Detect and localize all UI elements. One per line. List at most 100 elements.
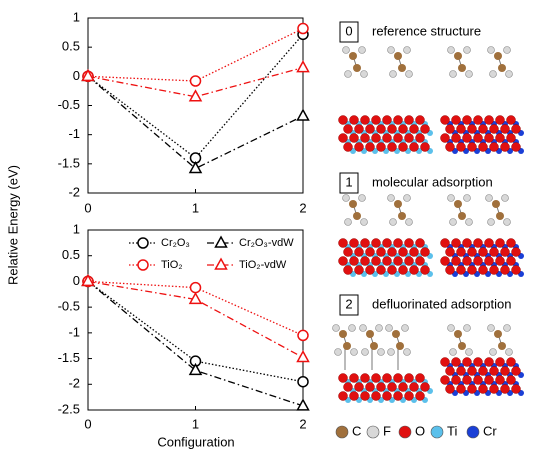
series-line — [88, 29, 303, 82]
oxygen-atom — [485, 257, 494, 266]
oxygen-atom — [479, 143, 488, 152]
oxygen-atom — [452, 239, 461, 248]
oxygen-atom — [416, 116, 425, 125]
oxygen-atom — [485, 116, 494, 125]
oxygen-atom — [468, 143, 477, 152]
carbon-atom — [494, 52, 502, 60]
oxygen-atom — [405, 239, 414, 248]
fluorine-atom — [464, 325, 471, 332]
oxygen-atom — [344, 143, 353, 152]
fluorine-atom — [488, 325, 495, 332]
fluorine-atom — [345, 219, 352, 226]
oxygen-atom — [512, 367, 521, 376]
x-tick-label: 0 — [84, 416, 91, 431]
legend-marker — [216, 259, 227, 269]
y-tick-label: -0.5 — [58, 97, 80, 112]
oxygen-atom — [463, 116, 472, 125]
oxygen-atom — [344, 266, 353, 275]
oxygen-atom — [399, 383, 408, 392]
y-tick-label: -1 — [68, 126, 80, 141]
oxygen-atom — [383, 374, 392, 383]
legend-label: TiO₂ — [161, 259, 183, 271]
fluorine-atom — [486, 195, 493, 202]
fluorine-atom — [343, 47, 350, 54]
fluorine-atom — [388, 47, 395, 54]
oxygen-atom — [507, 358, 516, 367]
legend-label: TiO₂-vdW — [239, 259, 287, 271]
oxygen-atom — [399, 125, 408, 134]
y-tick-label: -2.5 — [58, 401, 80, 416]
element-label: Cr — [483, 423, 497, 438]
oxygen-atom — [441, 239, 450, 248]
oxygen-atom — [501, 367, 510, 376]
oxygen-atom — [372, 134, 381, 143]
oxygen-atom — [421, 248, 430, 257]
element-swatch — [467, 426, 479, 438]
triangle-marker — [190, 163, 201, 173]
oxygen-atom — [452, 358, 461, 367]
oxygen-atom — [463, 134, 472, 143]
oxygen-atom — [441, 116, 450, 125]
plot-frame — [88, 230, 303, 410]
oxygen-atom — [474, 116, 483, 125]
carbon-atom — [370, 342, 378, 350]
oxygen-atom — [355, 143, 364, 152]
oxygen-atom — [355, 266, 364, 275]
carbon-atom — [398, 64, 406, 72]
oxygen-atom — [457, 248, 466, 257]
y-tick-label: -1 — [68, 324, 80, 339]
fluorine-atom — [388, 349, 395, 356]
oxygen-atom — [468, 248, 477, 257]
fluorine-atom — [361, 71, 368, 78]
oxygen-atom — [366, 383, 375, 392]
oxygen-atom — [416, 374, 425, 383]
oxygen-atom — [355, 248, 364, 257]
y-tick-label: 1 — [73, 9, 80, 24]
oxygen-atom — [377, 125, 386, 134]
fluorine-atom — [504, 325, 511, 332]
x-tick-label: 2 — [299, 416, 306, 431]
oxygen-atom — [366, 143, 375, 152]
section-number: 2 — [345, 296, 352, 311]
carbon-atom — [498, 64, 506, 72]
oxygen-atom — [421, 143, 430, 152]
carbon-atom — [454, 200, 462, 208]
fluorine-atom — [448, 195, 455, 202]
oxygen-atom — [485, 358, 494, 367]
y-tick-label: -2 — [68, 376, 80, 391]
element-label: C — [352, 423, 361, 438]
oxygen-atom — [339, 116, 348, 125]
fluorine-atom — [504, 219, 511, 226]
oxygen-atom — [490, 248, 499, 257]
oxygen-atom — [372, 239, 381, 248]
oxygen-atom — [468, 385, 477, 394]
fluorine-atom — [349, 325, 356, 332]
oxygen-atom — [383, 116, 392, 125]
oxygen-atom — [361, 116, 370, 125]
oxygen-atom — [490, 385, 499, 394]
oxygen-atom — [463, 376, 472, 385]
y-tick-label: -1.5 — [58, 350, 80, 365]
fluorine-atom — [404, 349, 411, 356]
oxygen-atom — [479, 367, 488, 376]
oxygen-atom — [372, 392, 381, 401]
oxygen-atom — [446, 266, 455, 275]
oxygen-atom — [485, 376, 494, 385]
oxygen-atom — [339, 392, 348, 401]
x-axis-label: Configuration — [157, 434, 234, 449]
oxygen-atom — [405, 116, 414, 125]
fluorine-atom — [466, 71, 473, 78]
oxygen-atom — [512, 385, 521, 394]
oxygen-atom — [405, 134, 414, 143]
oxygen-atom — [479, 266, 488, 275]
carbon-atom — [492, 200, 500, 208]
oxygen-atom — [344, 125, 353, 134]
oxygen-atom — [457, 385, 466, 394]
oxygen-atom — [355, 383, 364, 392]
oxygen-atom — [361, 374, 370, 383]
oxygen-atom — [463, 239, 472, 248]
fluorine-atom — [450, 219, 457, 226]
fluorine-atom — [402, 325, 409, 332]
oxygen-atom — [501, 248, 510, 257]
fluorine-atom — [360, 325, 367, 332]
